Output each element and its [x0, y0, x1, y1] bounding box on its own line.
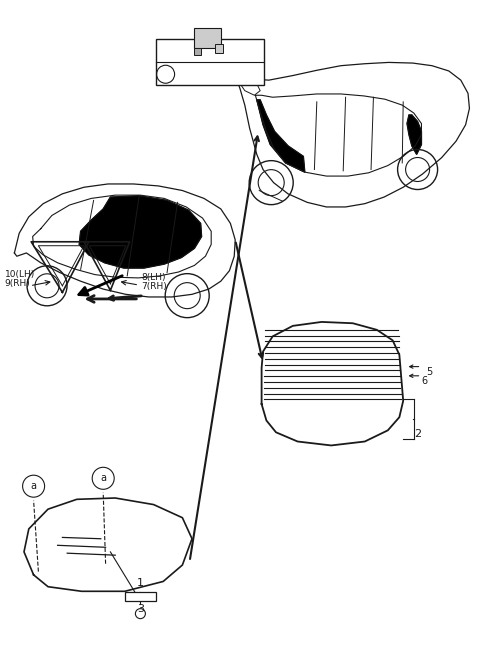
Text: a: a — [100, 473, 106, 484]
Text: 9(RH): 9(RH) — [5, 279, 31, 288]
Bar — [125, 592, 156, 601]
Text: 2: 2 — [414, 428, 421, 439]
Polygon shape — [79, 196, 202, 268]
Polygon shape — [257, 100, 305, 172]
Text: 4: 4 — [227, 69, 234, 79]
Text: a: a — [163, 69, 168, 79]
Text: 7(RH): 7(RH) — [142, 282, 168, 291]
Bar — [194, 48, 201, 55]
Text: a: a — [31, 481, 36, 491]
Text: 8(LH): 8(LH) — [142, 273, 166, 282]
Bar — [156, 39, 264, 85]
Text: 3: 3 — [137, 604, 144, 614]
Text: 5: 5 — [426, 367, 433, 377]
Text: 6: 6 — [422, 376, 428, 386]
Text: 1: 1 — [137, 578, 144, 589]
Bar — [194, 28, 221, 48]
Polygon shape — [407, 115, 421, 154]
Text: 10(LH): 10(LH) — [5, 270, 35, 279]
Bar — [215, 44, 223, 53]
